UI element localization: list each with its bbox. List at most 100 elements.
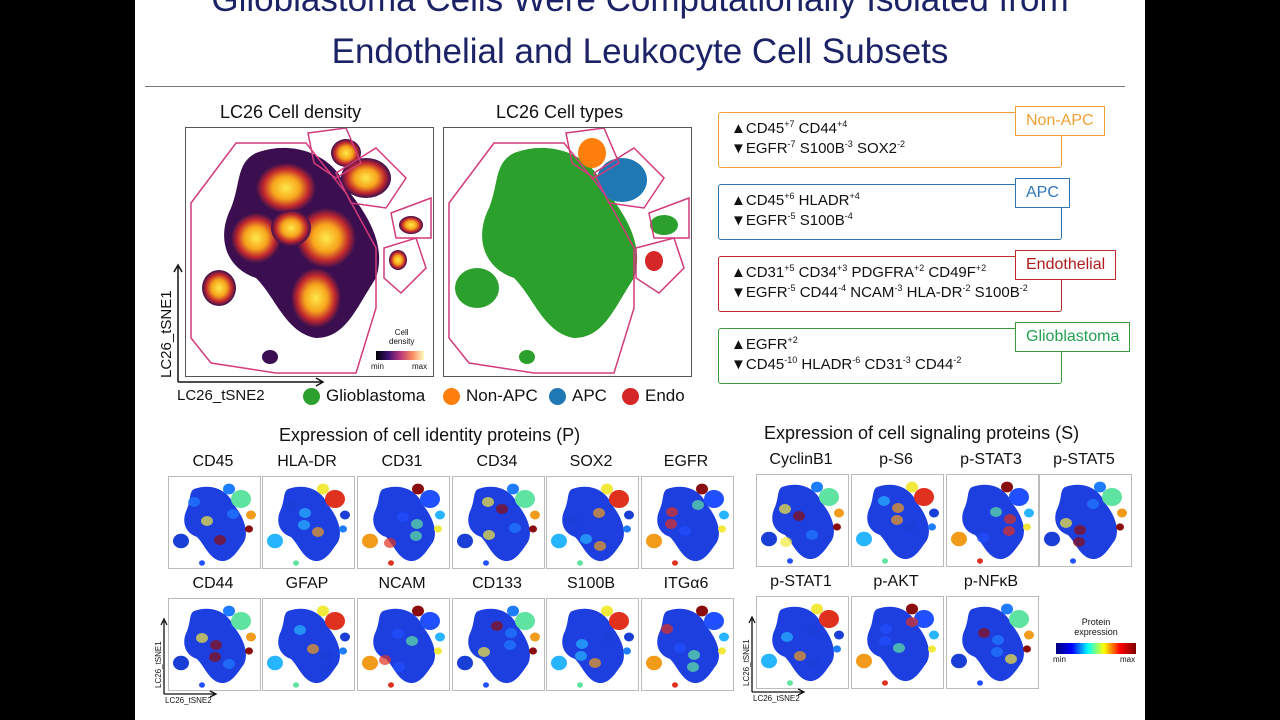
tsne-panel [357,598,450,691]
panel-label-p-s6: p-S6 [879,451,913,468]
tsne-subcluster [819,610,839,628]
up-arrow-icon: ▲ [731,120,746,137]
marker-name: NCAM [850,284,895,301]
tsne-subcluster [435,510,445,520]
legend-label: Non-APC [466,386,538,405]
marker-score: -2 [1019,283,1028,293]
expression-hotspot [397,512,409,522]
tsne-subcluster [551,533,567,549]
tsne-subcluster [624,632,634,642]
nonapc-cluster [578,138,606,168]
tsne-panel [168,598,261,691]
expression-hotspot [779,504,791,514]
marker-score: +4 [849,191,860,201]
expression-hotspot [977,533,989,543]
marker-name: HLADR [801,356,853,373]
tsne-main-cluster [373,486,435,562]
marker-line-down: ▼EGFR-5 CD44-4 NCAM-3 HLA-DR-2 S100B-2 [731,283,1028,301]
tsne-subcluster [609,612,629,630]
x-axis-label: LC26_tSNE2 [177,387,265,404]
marker-line-up: ▲EGFR+2 [731,335,798,353]
density-cluster-apc [341,158,391,198]
tsne-subcluster [199,682,205,688]
expression-hotspot [692,500,704,510]
expression-hotspot [991,647,1003,657]
tsne-panel [452,598,545,691]
expression-hotspot [1087,499,1099,509]
expr-legend-title-2: expression [1074,627,1118,637]
tsne-subcluster [928,645,936,653]
expression-hotspot [893,643,905,653]
marker-score: +4 [837,119,848,129]
tsne-subcluster [834,630,844,640]
expr-min: min [1053,655,1066,664]
tsne-subcluster [267,655,283,671]
expression-colorbar [1056,643,1136,654]
tsne-subcluster [457,533,473,549]
expression-hotspot [1073,537,1085,547]
expression-hotspot [406,636,418,646]
marker-score: -2 [962,283,971,293]
cell-types-plot [443,127,692,377]
panel-label-cd31: CD31 [381,453,423,470]
marker-score: -4 [838,283,847,293]
expression-hotspot [411,519,423,529]
tsne-subcluster [718,525,726,533]
expression-hotspot [688,650,700,660]
density-map-svg [190,127,432,374]
marker-name: EGFR [745,284,788,301]
panel-label-ncam: NCAM [378,575,426,592]
tsne-subcluster [819,488,839,506]
marker-name: CD45 [745,356,785,373]
density-hotspot [231,213,281,263]
expression-hotspot [227,509,239,519]
panel-label-cd133: CD133 [472,575,522,592]
tsne-panel [756,474,849,567]
marker-line-down: ▼EGFR-7 S100B-3 SOX2-2 [731,139,905,157]
slide: Glioblastoma Cells Were Computationally … [135,0,1145,720]
tsne-subcluster [761,653,777,669]
expression-hotspot [794,651,806,661]
small-y-label: LC26_tSNE1 [154,641,163,688]
marker-line-down: ▼CD45-10 HLADR-6 CD31-3 CD44-2 [731,355,961,373]
expression-hotspot [307,644,319,654]
tsne-subcluster [173,655,189,671]
expression-hotspot [1074,525,1086,535]
marker-score: -2 [953,355,962,365]
tsne-subcluster [1009,488,1029,506]
tsne-panel [851,596,944,689]
colorbar-max: max [412,362,428,371]
marker-name: CD44 [915,356,954,373]
marker-score: -6 [852,355,861,365]
tsne-panel [546,476,639,569]
marker-line-up: ▲CD45+7 CD44+4 [731,119,847,137]
tsne-panel [641,476,734,569]
expression-hotspot [687,662,699,672]
tsne-subcluster [434,525,442,533]
density-cluster-endo [389,250,407,270]
tsne-subcluster [646,655,662,671]
tsne-subcluster [719,510,729,520]
tsne-subcluster [882,558,888,564]
density-cluster [399,216,423,234]
marker-score: +7 [784,119,795,129]
tsne-subcluster [577,682,583,688]
density-cluster [262,350,278,364]
expression-hotspot [878,496,890,506]
tsne-subcluster [434,647,442,655]
expression-hotspot [589,658,601,668]
tsne-subcluster [787,558,793,564]
down-arrow-icon: ▼ [731,212,746,229]
glioblastoma-cluster [519,350,535,364]
marker-name: S100B [799,212,845,229]
small-y-label: LC26_tSNE1 [742,639,751,686]
expression-hotspot [478,647,490,657]
tsne-subcluster [483,682,489,688]
density-hotspot [291,268,341,328]
marker-tag: Non-APC [1015,106,1105,136]
density-colorbar [376,351,424,360]
tsne-panel [262,476,355,569]
expression-hotspot [482,497,494,507]
expression-hotspot [879,636,891,646]
panel-label-p-stat3: p-STAT3 [960,451,1022,468]
